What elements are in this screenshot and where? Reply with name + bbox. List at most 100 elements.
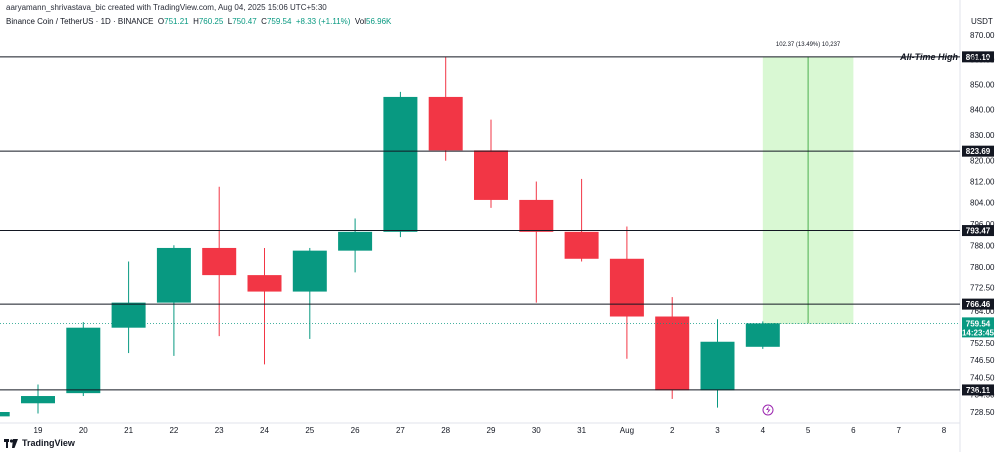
- y-tick-label: 746.50: [970, 356, 995, 365]
- tradingview-logo-icon: [4, 438, 18, 448]
- y-tick-label: 840.00: [970, 106, 995, 115]
- candle: [655, 297, 690, 399]
- low-label: L: [227, 17, 233, 26]
- candle: [474, 119, 508, 208]
- candle: [700, 319, 735, 408]
- candlestick-series: [0, 57, 780, 417]
- candle: [247, 247, 282, 365]
- change-value: +8.33 (+1.11%): [295, 17, 351, 26]
- x-tick-label: 3: [715, 426, 720, 435]
- y-tick-label: 788.00: [970, 241, 995, 250]
- x-tick-label: 4: [761, 426, 766, 435]
- all-time-high-label: All-Time High: [899, 52, 958, 62]
- y-tick-label: 870.00: [970, 31, 995, 40]
- y-tick-label: 764.00: [970, 307, 995, 316]
- y-tick-label: 740.50: [970, 373, 995, 382]
- y-tick-label: 728.50: [970, 408, 995, 417]
- currency-label: USDT: [971, 17, 993, 26]
- chart-credit: aaryamann_shrivastava_bic created with T…: [6, 3, 327, 12]
- x-tick-label: 26: [351, 426, 360, 435]
- y-tick-label: 804.00: [970, 199, 995, 208]
- x-tick-label: 27: [396, 426, 405, 435]
- x-tick-label: 6: [851, 426, 856, 435]
- x-tick-label: 24: [260, 426, 269, 435]
- candle: [156, 245, 191, 356]
- candle-body: [655, 316, 690, 391]
- x-tick-label: Aug: [620, 426, 634, 435]
- x-tick-label: 20: [79, 426, 88, 435]
- level[interactable]: 793.47: [0, 225, 994, 237]
- close-label: C: [261, 17, 267, 26]
- level-price-label: 823.69: [966, 147, 991, 156]
- candle-body: [247, 275, 282, 292]
- candle-body: [21, 396, 55, 404]
- candle-body: [338, 231, 373, 251]
- measure-label: 102.37 (13.49%) 10,237: [776, 42, 841, 48]
- candle: [519, 181, 554, 303]
- symbol-name[interactable]: Binance Coin / TetherUS · 1D · BINANCE: [6, 17, 154, 26]
- candle: [383, 91, 418, 238]
- candle: [428, 57, 463, 161]
- volume-value: 56.96K: [366, 17, 392, 26]
- candle-body: [292, 250, 327, 292]
- level-price-label: 766.46: [966, 300, 991, 309]
- y-axis[interactable]: USDT 870.00 860.00 850.00 840.00 830.00 820.0…: [962, 17, 995, 417]
- level[interactable]: 736.11: [0, 384, 994, 396]
- candle: [21, 384, 55, 414]
- tradingview-logo-text: TradingView: [22, 438, 75, 448]
- candle-body: [202, 247, 237, 276]
- candle-body: [474, 150, 508, 200]
- candle-body: [111, 302, 146, 328]
- candle-body: [609, 258, 644, 317]
- x-tick-label: 29: [487, 426, 496, 435]
- ohlc-legend: Binance Coin / TetherUS · 1D · BINANCE O…: [6, 17, 391, 26]
- open-label: O: [157, 17, 165, 26]
- x-tick-label: 8: [942, 426, 947, 435]
- x-tick-label: 31: [577, 426, 586, 435]
- candle-body: [745, 323, 780, 347]
- level-price-tag: [962, 384, 994, 396]
- y-tick-label: 850.00: [970, 80, 995, 89]
- current-price-box: [962, 317, 994, 338]
- low-value: 750.47: [232, 17, 257, 26]
- candle: [66, 322, 101, 397]
- price-range-measure[interactable]: 102.37 (13.49%) 10,237: [762, 42, 854, 324]
- x-tick-label: 5: [806, 426, 811, 435]
- x-tick-label: 30: [532, 426, 541, 435]
- candle-body: [383, 96, 418, 232]
- candle-body: [66, 327, 101, 394]
- candle-body: [156, 247, 191, 303]
- volume-label: Vol: [354, 17, 366, 26]
- y-tick-label: 796.00: [970, 220, 995, 229]
- level-price-tag: [962, 51, 994, 63]
- open-value: 751.21: [164, 17, 189, 26]
- high-label: H: [193, 17, 199, 26]
- level-price-tag: [962, 298, 994, 310]
- candle: [609, 226, 644, 359]
- x-tick-label: 22: [169, 426, 178, 435]
- level-price-label: 793.47: [966, 227, 991, 236]
- candle: [0, 412, 10, 417]
- level-price-label: 736.11: [966, 386, 991, 395]
- x-axis[interactable]: 19 20 21 22 23 24 25 26 27 28 29 30 31 Aug 2 3 4 5 6 7 8: [34, 426, 947, 435]
- level-price-tag: [962, 225, 994, 237]
- level[interactable]: 823.69: [0, 145, 994, 157]
- level-price-label: 861.10: [966, 53, 991, 62]
- level-price-tag: [962, 145, 994, 157]
- tradingview-logo[interactable]: TradingView: [4, 438, 75, 448]
- horizontal-levels[interactable]: 861.10 All-Time High 823.69 793.47 766.46 736…: [0, 51, 994, 396]
- candle: [338, 218, 373, 273]
- candle: [564, 178, 599, 262]
- y-tick-label: 772.50: [970, 283, 995, 292]
- y-tick-label: 734.50: [970, 391, 995, 400]
- y-tick-label: 860.00: [970, 56, 995, 65]
- high-value: 760.25: [198, 17, 224, 26]
- level[interactable]: 766.46: [0, 298, 994, 310]
- y-tick-label: 812.00: [970, 178, 995, 187]
- level[interactable]: 861.10 All-Time High: [0, 51, 994, 63]
- candle-body: [428, 96, 463, 151]
- x-tick-label: 25: [305, 426, 314, 435]
- x-tick-label: 28: [441, 426, 450, 435]
- event-icon[interactable]: [762, 404, 774, 416]
